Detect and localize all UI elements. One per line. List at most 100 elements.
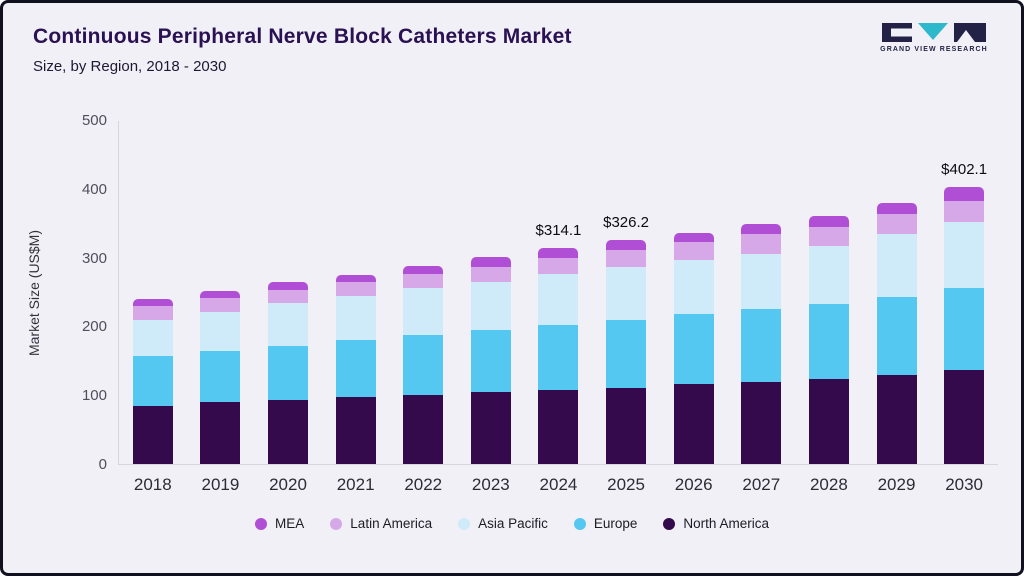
- bar-segment-mea: [335, 274, 376, 283]
- bar-segment-mea: [808, 215, 849, 227]
- bar-segment-asia-pacific: [741, 253, 782, 310]
- bar-column-2029: 2029: [863, 121, 931, 494]
- bar-segment-mea: [538, 247, 579, 258]
- y-tick-label: 0: [98, 456, 107, 473]
- x-axis-label: 2030: [945, 475, 984, 494]
- logo-text: GRAND VIEW RESEARCH: [880, 46, 988, 53]
- stacked-bar-2022: [403, 265, 444, 464]
- bar-segment-asia-pacific: [606, 267, 647, 320]
- x-axis-label: 2021: [336, 475, 375, 494]
- bar-segment-europe: [132, 356, 173, 406]
- bar-segment-latin-america: [200, 298, 241, 313]
- bar-segment-latin-america: [132, 306, 173, 320]
- legend-item-asia-pacific: Asia Pacific: [458, 516, 548, 531]
- legend-label: Latin America: [350, 516, 433, 531]
- stacked-bar-2024: [538, 247, 579, 464]
- bar-segment-europe: [335, 340, 376, 398]
- bar-segment-europe: [606, 319, 647, 388]
- legend-dot-europe: [573, 517, 586, 530]
- bar-segment-mea: [470, 257, 511, 267]
- chart-legend: MEA Latin America Asia Pacific Europe North …: [3, 516, 1021, 531]
- bar-value-label: $402.1: [941, 161, 988, 179]
- stacked-bar-2026: [673, 232, 714, 464]
- bar-column-2020: 2020: [254, 121, 322, 494]
- bars-row: 2018 2019 2020 2021 2022 2023 $314.1 2024 $326.2…: [119, 121, 998, 494]
- bar-column-2021: 2021: [322, 121, 390, 494]
- bar-column-2028: 2028: [795, 121, 863, 494]
- logo-g-mark: [882, 23, 912, 42]
- bar-segment-europe: [741, 309, 782, 383]
- bar-segment-north-america: [741, 382, 782, 464]
- bar-segment-asia-pacific: [876, 234, 917, 297]
- bar-segment-europe: [944, 287, 985, 371]
- x-axis-label: 2023: [471, 475, 510, 494]
- legend-label: North America: [683, 516, 769, 531]
- bar-segment-north-america: [876, 374, 917, 464]
- bar-segment-north-america: [944, 370, 985, 464]
- x-axis-label: 2028: [809, 475, 848, 494]
- bar-value-label: $314.1: [535, 221, 582, 239]
- x-axis-label: 2022: [404, 475, 443, 494]
- bar-segment-latin-america: [944, 200, 985, 222]
- bar-segment-north-america: [538, 389, 579, 464]
- bar-segment-asia-pacific: [200, 312, 241, 352]
- y-tick-label: 400: [81, 180, 107, 198]
- stacked-bar-2023: [470, 257, 511, 464]
- bar-segment-asia-pacific: [268, 302, 309, 346]
- bar-column-2023: 2023: [457, 121, 525, 494]
- chart-header: Continuous Peripheral Nerve Block Cathet…: [33, 25, 572, 75]
- legend-label: Asia Pacific: [478, 516, 548, 531]
- legend-item-latin-america: Latin America: [330, 516, 432, 531]
- bar-segment-mea: [403, 265, 444, 275]
- bar-segment-europe: [403, 334, 444, 395]
- bar-column-2030: $402.1 2030: [930, 121, 998, 494]
- bar-segment-north-america: [403, 394, 444, 464]
- y-axis-title: Market Size (US$M): [26, 229, 42, 357]
- stacked-bar-2029: [876, 202, 917, 464]
- bar-segment-mea: [200, 290, 241, 299]
- bar-segment-north-america: [673, 384, 714, 464]
- plot-area: 0 100 200 300 400 500 2018 2019 2020 2021 2022 202…: [82, 112, 998, 494]
- legend-label: Europe: [593, 516, 638, 531]
- logo-r-mark: [954, 23, 986, 42]
- bar-segment-mea: [673, 232, 714, 243]
- bar-segment-latin-america: [808, 226, 849, 246]
- bar-segment-north-america: [470, 392, 511, 464]
- bar-column-2026: 2026: [660, 121, 728, 494]
- grand-view-research-logo: GRAND VIEW RESEARCH: [879, 23, 989, 53]
- y-tick-label: 300: [81, 249, 107, 267]
- bar-segment-asia-pacific: [673, 259, 714, 315]
- y-axis-title-wrap: Market Size (US$M): [23, 121, 45, 465]
- bar-segment-north-america: [606, 387, 647, 464]
- y-axis-ticks: 0 100 200 300 400 500: [67, 112, 107, 473]
- bar-segment-north-america: [132, 405, 173, 464]
- stacked-bar-2025: [606, 239, 647, 464]
- x-axis-label: 2029: [877, 475, 916, 494]
- x-axis-label: 2024: [539, 475, 578, 494]
- bar-segment-latin-america: [741, 234, 782, 254]
- bar-segment-asia-pacific: [808, 245, 849, 305]
- chart-subtitle: Size, by Region, 2018 - 2030: [33, 58, 227, 75]
- x-axis-label: 2027: [742, 475, 781, 494]
- bar-segment-europe: [200, 351, 241, 403]
- bar-segment-europe: [268, 345, 309, 400]
- bar-segment-mea: [876, 202, 917, 215]
- x-axis-label: 2020: [269, 475, 307, 494]
- bar-segment-latin-america: [673, 242, 714, 260]
- bar-segment-latin-america: [606, 250, 647, 268]
- bar-segment-north-america: [335, 397, 376, 464]
- stacked-bar-2028: [808, 215, 849, 464]
- stacked-bar-2030: [944, 187, 985, 464]
- y-tick-label: 100: [81, 387, 107, 405]
- legend-dot-latin-america: [330, 517, 343, 530]
- bar-column-2027: 2027: [727, 121, 795, 494]
- bar-segment-asia-pacific: [538, 274, 579, 326]
- legend-dot-mea: [255, 517, 268, 530]
- bar-segment-europe: [673, 314, 714, 385]
- bar-segment-europe: [876, 296, 917, 375]
- y-tick-label: 500: [81, 112, 107, 129]
- bar-segment-asia-pacific: [944, 221, 985, 288]
- bar-column-2022: 2022: [389, 121, 457, 494]
- legend-item-mea: MEA: [255, 516, 304, 531]
